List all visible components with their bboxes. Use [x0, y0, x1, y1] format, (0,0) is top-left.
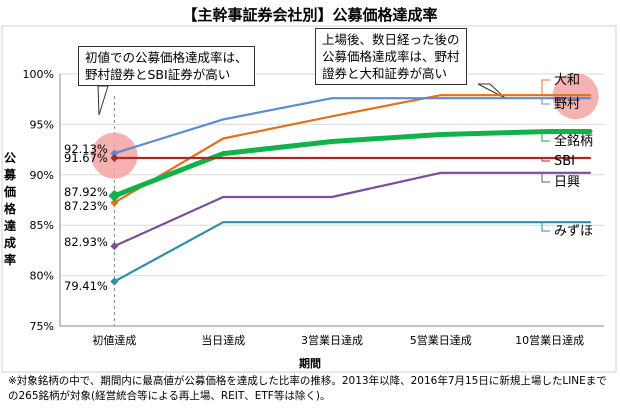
data-label: 92.13% — [64, 142, 108, 156]
data-label: 79.41% — [64, 279, 108, 293]
series-marker-3 — [110, 153, 119, 162]
data-label: 87.92% — [64, 185, 108, 199]
series-line-1 — [113, 97, 592, 155]
legend-leader-1 — [538, 97, 550, 105]
series-line-4 — [113, 171, 592, 248]
legend-leader-3 — [538, 157, 550, 162]
footnote: ※対象銘柄の中で、期間内に最高値が公募価格を達成した比率の推移。2013年以降、… — [8, 375, 607, 402]
y-tick-label: 80% — [30, 270, 54, 283]
legend-leader-2 — [538, 130, 550, 142]
callout-line: 上場後、数日経った後の — [322, 32, 460, 47]
data-label: 82.93% — [64, 235, 108, 249]
y-axis-label-char: 公 — [3, 151, 16, 165]
callout-left-pointer — [97, 85, 109, 116]
legend-leader-0 — [538, 79, 550, 96]
callout-right: 上場後、数日経った後の 公募価格達成率は、野村 證券と大和証券が高い — [315, 28, 467, 85]
callout-line: 初値での公募価格達成率は、 — [85, 50, 248, 65]
legend-leader-5 — [538, 221, 550, 232]
y-axis-label-char: 達 — [3, 219, 16, 233]
y-tick-label: 95% — [30, 118, 54, 131]
data-label: 91.67% — [64, 151, 108, 165]
legend-label: 野村 — [554, 97, 580, 112]
x-axis-label: 期間 — [299, 357, 321, 370]
legend-leader-4 — [538, 172, 550, 183]
y-axis-label-char: 募 — [3, 168, 16, 182]
y-tick-label: 100% — [23, 68, 54, 81]
series-line-5 — [113, 221, 592, 283]
data-label: 87.23% — [64, 199, 108, 213]
series-line-2 — [111, 129, 593, 199]
x-tick-label: 当日達成 — [201, 333, 245, 347]
chart-title: 【主幹事証券会社別】公募価格達成率 — [182, 6, 438, 24]
y-axis-label-char: 価 — [3, 185, 16, 199]
y-axis-label: 公募価格達成率 — [3, 150, 17, 269]
x-tick-label: 3営業日達成 — [301, 333, 363, 347]
legend-label: 全銘柄 — [554, 133, 593, 149]
outer-border — [1, 25, 617, 373]
y-tick-label: 75% — [30, 320, 54, 333]
series-marker-2 — [108, 189, 121, 202]
y-axis-label-char: 成 — [3, 236, 16, 250]
series-marker-0 — [110, 198, 119, 207]
y-axis-label-char: 格 — [3, 202, 16, 216]
x-tick-label: 10営業日達成 — [515, 333, 584, 347]
x-tick-label: 5営業日達成 — [410, 333, 472, 347]
y-tick-label: 85% — [30, 219, 54, 232]
y-axis-label-char: 率 — [3, 253, 16, 267]
y-tick-label: 90% — [30, 169, 54, 182]
callout-line: 證券と大和証券が高い — [322, 66, 448, 81]
legend-label: SBI — [554, 154, 575, 169]
legend-label: 大和 — [554, 73, 580, 88]
callout-line: 野村證券とSBI証券が高い — [85, 67, 231, 82]
series-marker-1 — [110, 149, 119, 158]
callout-line: 公募価格達成率は、野村 — [322, 49, 460, 64]
legend-label: みずほ — [554, 224, 593, 239]
series-marker-4 — [110, 242, 119, 251]
series-line-0 — [113, 94, 592, 204]
legend-label: 日興 — [554, 175, 580, 190]
x-tick-label: 初値達成 — [92, 333, 136, 347]
series-marker-5 — [110, 277, 119, 286]
callout-left: 初値での公募価格達成率は、 野村證券とSBI証券が高い — [78, 46, 255, 86]
